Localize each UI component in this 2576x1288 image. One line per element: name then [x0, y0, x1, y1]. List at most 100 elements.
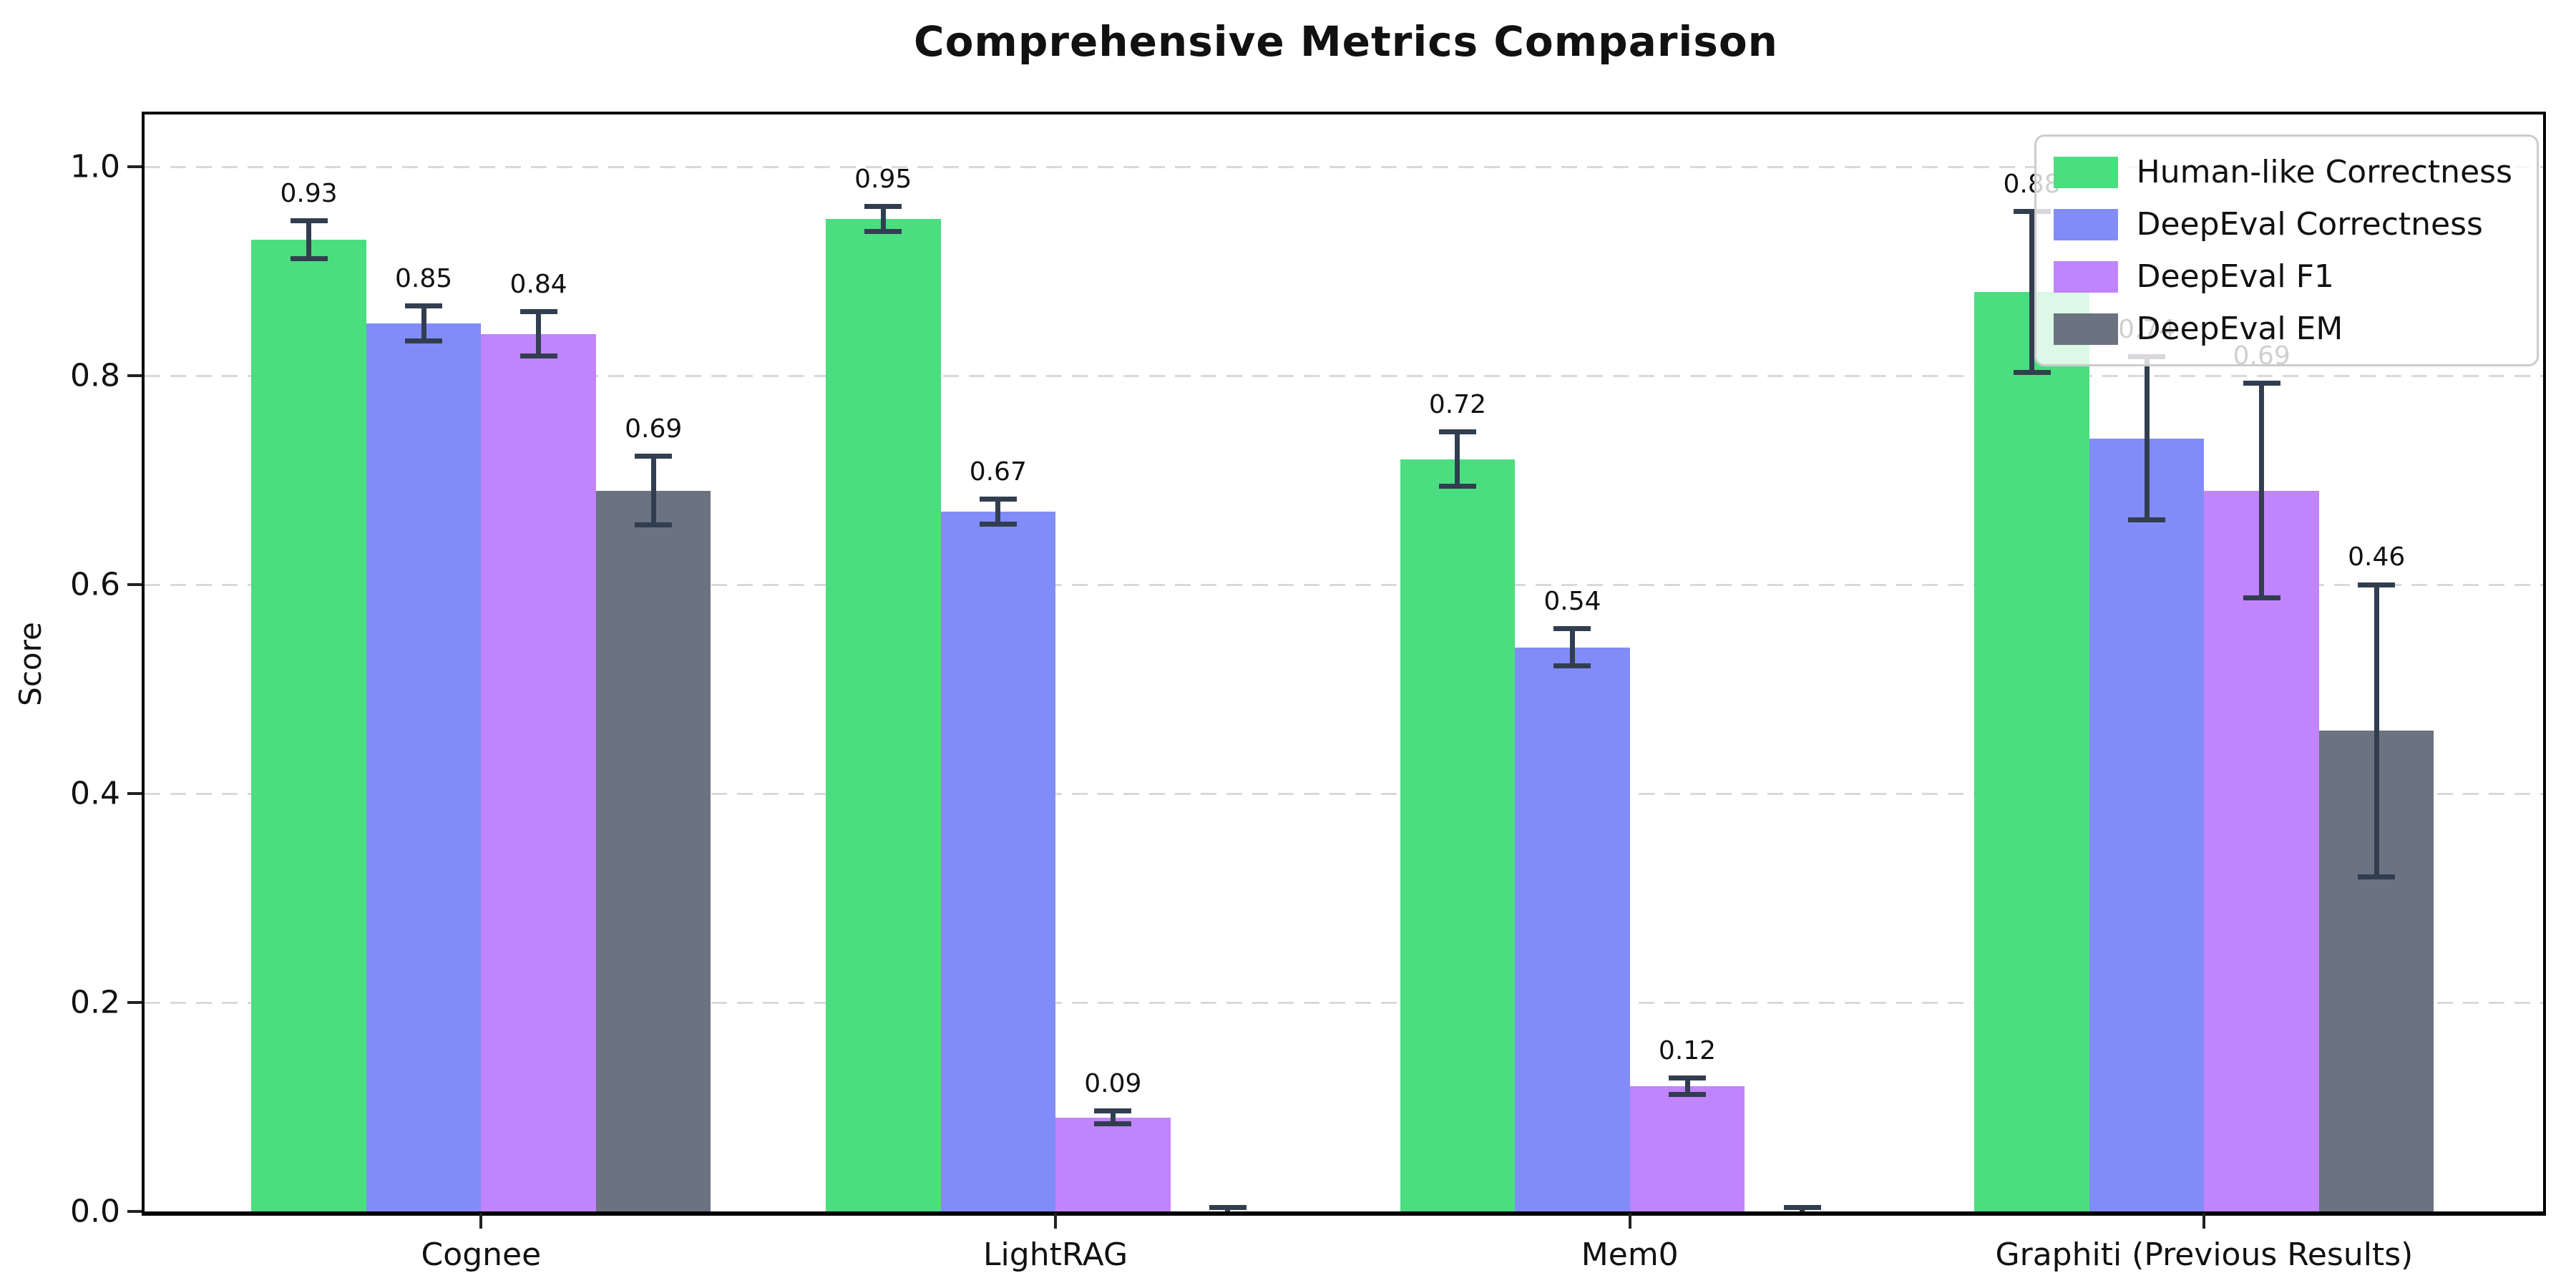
y-tick	[127, 165, 142, 168]
gridline	[145, 583, 2543, 586]
x-tick	[1054, 1213, 1058, 1229]
bar-value-label: 0.84	[509, 270, 567, 300]
error-bar-cap	[2358, 874, 2396, 880]
error-bar-cap	[979, 521, 1017, 527]
error-bar-cap	[1209, 1204, 1246, 1210]
y-tick	[127, 583, 142, 586]
x-tick-label: Cognee	[421, 1236, 542, 1273]
bar	[940, 511, 1056, 1211]
bar-value-label: 0.93	[280, 179, 338, 209]
error-bar-cap	[1669, 1091, 1706, 1097]
legend-swatch-icon	[2053, 156, 2118, 188]
error-bar-cap	[2013, 370, 2051, 376]
legend-swatch-icon	[2053, 208, 2118, 240]
legend-swatch-icon	[2053, 260, 2118, 293]
error-bar	[650, 456, 656, 525]
x-tick	[2202, 1213, 2206, 1229]
error-bar	[880, 206, 886, 232]
error-bar-cap	[1669, 1075, 1706, 1080]
bar-value-label: 0.46	[2348, 542, 2406, 572]
error-bar	[421, 306, 426, 341]
error-bar-cap	[1783, 1204, 1821, 1210]
error-bar-cap	[2128, 517, 2166, 522]
error-bar	[536, 311, 542, 356]
bar-value-label: 0.85	[395, 263, 453, 293]
error-bar-cap	[2358, 582, 2396, 587]
bar-value-label: 0.67	[969, 457, 1027, 487]
error-bar	[1684, 1078, 1690, 1095]
error-bar-cap	[1438, 429, 1476, 435]
legend-label: Human-like Correctness	[2136, 154, 2512, 190]
y-tick	[127, 374, 142, 377]
error-bar-cap	[519, 309, 557, 315]
error-bar-cap	[1553, 625, 1591, 631]
x-tick-label: Mem0	[1581, 1236, 1679, 1273]
error-bar-cap	[405, 303, 443, 308]
y-tick	[127, 1210, 142, 1213]
legend-label: DeepEval F1	[2136, 258, 2334, 295]
gridline	[145, 792, 2543, 795]
error-bar-cap	[635, 522, 673, 528]
gridline	[145, 1001, 2543, 1004]
error-bar-cap	[979, 496, 1017, 502]
legend-label: DeepEval Correctness	[2136, 206, 2483, 243]
error-bar-cap	[1094, 1108, 1132, 1114]
error-bar-cap	[405, 338, 443, 344]
y-axis-label: Score	[13, 622, 48, 706]
error-bar-cap	[1784, 1213, 1821, 1216]
legend-item: DeepEval Correctness	[2053, 206, 2512, 243]
error-bar-cap	[290, 218, 328, 224]
x-tick-label: LightRAG	[983, 1236, 1128, 1273]
x-tick-label: Graphiti (Previous Results)	[1995, 1236, 2414, 1273]
y-tick-label: 0.4	[70, 775, 120, 812]
bar	[595, 490, 711, 1211]
bar-value-label: 0.95	[854, 164, 912, 194]
legend-label: DeepEval EM	[2136, 311, 2343, 347]
error-bar-cap	[1553, 663, 1591, 669]
gridline	[145, 374, 2543, 377]
error-bar	[1455, 431, 1460, 487]
bar	[251, 240, 366, 1211]
error-bar	[306, 220, 312, 259]
bar	[1400, 459, 1516, 1211]
bar	[2089, 438, 2205, 1211]
y-tick-label: 0.8	[70, 357, 120, 394]
error-bar-cap	[2243, 595, 2280, 601]
y-tick	[127, 792, 142, 795]
error-bar	[1110, 1111, 1116, 1124]
bar-value-label: 0.12	[1658, 1035, 1717, 1065]
y-tick	[127, 1001, 142, 1004]
bar-value-label: 0.54	[1543, 586, 1601, 616]
bar-value-label: 0.69	[625, 414, 683, 444]
bar	[1974, 292, 2089, 1211]
bar	[366, 323, 482, 1211]
y-tick-label: 0.2	[70, 984, 120, 1021]
error-bar-cap	[519, 353, 557, 358]
y-tick-label: 0.6	[70, 566, 120, 603]
x-tick	[1628, 1213, 1631, 1229]
legend-item: DeepEval F1	[2053, 258, 2512, 295]
error-bar-cap	[1438, 484, 1476, 489]
bar-value-label: 0.09	[1084, 1069, 1142, 1099]
gridline	[145, 165, 2543, 168]
error-bar	[1569, 628, 1575, 666]
error-bar	[2029, 211, 2035, 373]
error-bar-cap	[635, 453, 673, 459]
error-bar-cap	[2243, 380, 2280, 386]
y-tick-label: 1.0	[70, 148, 120, 185]
bar	[481, 333, 596, 1211]
bar	[2204, 490, 2319, 1211]
bar	[1055, 1117, 1171, 1211]
error-bar-cap	[864, 203, 902, 209]
error-bar-cap	[1209, 1213, 1246, 1216]
error-bar-cap	[290, 255, 328, 261]
legend: Human-like Correctness DeepEval Correctne…	[2034, 135, 2539, 366]
error-bar	[995, 499, 1001, 525]
error-bar	[2259, 383, 2265, 598]
legend-item: DeepEval EM	[2053, 311, 2512, 347]
bar	[1515, 647, 1630, 1211]
chart-title: Comprehensive Metrics Comparison	[914, 17, 1778, 66]
error-bar-cap	[2013, 209, 2051, 215]
error-bar-cap	[864, 229, 902, 235]
